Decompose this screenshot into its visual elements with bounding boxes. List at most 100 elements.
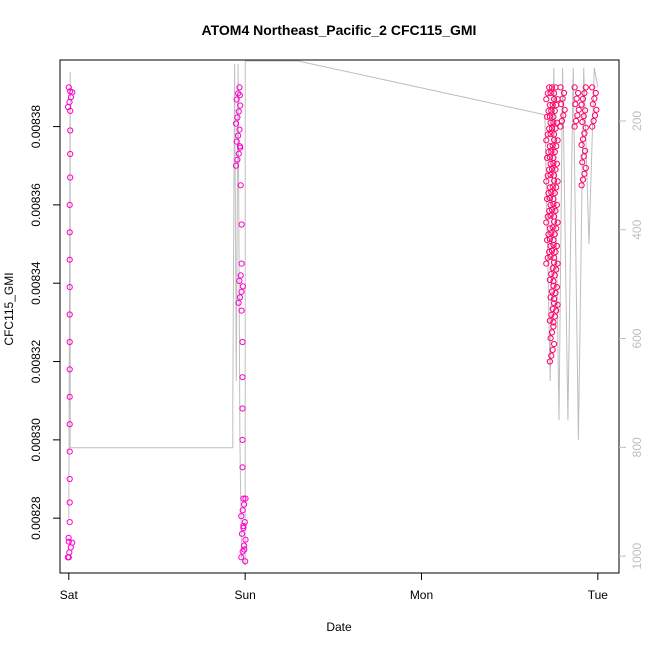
data-point (233, 96, 240, 103)
data-point (551, 313, 558, 320)
data-point (551, 300, 558, 307)
data-point (544, 195, 551, 203)
data-point (66, 201, 73, 208)
data-point (235, 90, 242, 97)
x-tick-label: Sun (234, 588, 255, 602)
data-point (239, 548, 246, 555)
data-point (548, 166, 556, 173)
data-point (546, 358, 554, 365)
data-point (232, 162, 240, 169)
data-point (239, 283, 246, 290)
data-point (240, 495, 247, 502)
data-point (235, 150, 242, 157)
data-point (548, 107, 555, 114)
data-point (235, 132, 242, 139)
data-point (543, 137, 550, 144)
data-point (573, 95, 580, 102)
data-point (550, 282, 557, 289)
data-point (548, 270, 555, 278)
data-point (549, 224, 556, 231)
data-point (554, 137, 561, 144)
data-point (547, 90, 554, 97)
data-point (548, 125, 556, 132)
data-point (66, 393, 73, 400)
data-point (589, 123, 596, 130)
x-tick-label: Tue (588, 588, 609, 602)
data-point (544, 90, 551, 97)
data-point (593, 106, 600, 113)
data-point (549, 183, 556, 190)
data-point (69, 89, 76, 96)
data-point (579, 159, 586, 166)
data-point (546, 143, 554, 150)
data-point (66, 499, 73, 506)
data-point (552, 207, 559, 214)
data-point (544, 113, 551, 120)
data-point (238, 513, 245, 520)
data-point (237, 144, 244, 151)
data-point (66, 519, 73, 526)
data-point (242, 495, 249, 502)
x-tick-label: Sat (60, 588, 79, 602)
x-axis-label: Date (326, 620, 352, 634)
data-point (236, 277, 243, 284)
data-point (549, 265, 556, 272)
data-point (236, 92, 243, 99)
data-point (582, 147, 589, 154)
data-point (66, 421, 73, 428)
data-point (581, 170, 588, 177)
y-tick-label: 0.00834 (29, 261, 43, 305)
data-point (547, 119, 554, 126)
data-point (238, 260, 245, 267)
data-point (579, 95, 587, 103)
data-point (548, 247, 556, 254)
data-point (66, 229, 73, 236)
data-point (589, 101, 597, 108)
data-point (551, 131, 558, 138)
data-points-layer (64, 84, 600, 565)
data-point (239, 374, 246, 381)
data-point (548, 230, 555, 237)
profile-line-layer (68, 60, 599, 566)
data-point (551, 254, 558, 261)
data-point (239, 464, 246, 471)
data-point (552, 289, 559, 297)
data-point (550, 319, 557, 326)
data-point (590, 117, 597, 125)
profile-line (68, 60, 599, 566)
data-point (550, 278, 557, 285)
data-point (66, 366, 73, 373)
data-point (551, 172, 558, 179)
data-point (238, 221, 245, 228)
data-point (553, 307, 560, 314)
data-point (242, 536, 249, 543)
data-point (240, 522, 247, 530)
data-point (581, 90, 588, 97)
data-point (547, 294, 554, 301)
data-point (66, 448, 73, 455)
data-point (545, 107, 552, 115)
data-point (546, 236, 554, 243)
data-point (553, 266, 560, 273)
data-point (65, 84, 72, 91)
y-tick-label: 0.00828 (29, 496, 43, 540)
data-point (69, 539, 76, 546)
data-point (553, 143, 560, 150)
data-point (239, 338, 246, 346)
data-point (591, 95, 598, 102)
data-point (548, 288, 556, 295)
right-axis-tick-label: 1000 (630, 542, 644, 569)
data-point (66, 338, 73, 346)
data-point (546, 101, 554, 109)
data-point (546, 154, 554, 161)
data-point (233, 138, 240, 145)
chart-title: ATOM4 Northeast_Pacific_2 CFC115_GMI (202, 22, 477, 38)
data-point (591, 112, 599, 119)
data-point (238, 530, 246, 537)
data-point (554, 178, 561, 185)
data-point (548, 148, 555, 155)
data-point (548, 189, 555, 196)
data-point (547, 131, 554, 138)
data-point (549, 142, 556, 149)
data-point (549, 101, 556, 109)
